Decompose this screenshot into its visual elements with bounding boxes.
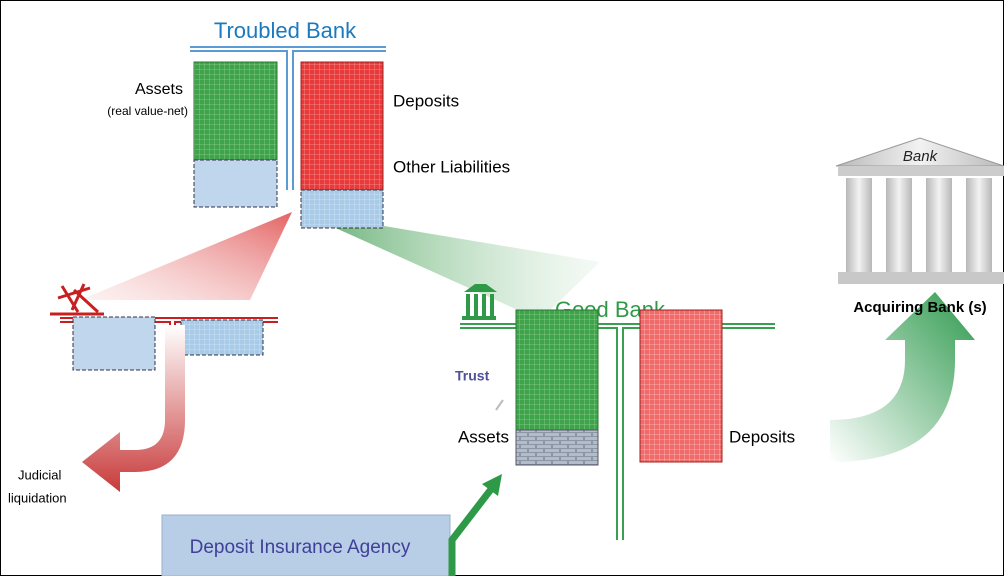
- other-liabilities-box: [301, 190, 383, 228]
- assets-box: [194, 62, 277, 160]
- agency-label: Deposit Insurance Agency: [190, 537, 411, 558]
- liquidation-line: liquidation: [8, 490, 67, 505]
- good-assets-label: Assets: [458, 427, 509, 446]
- deposits-label: Deposits: [393, 91, 459, 110]
- page: Troubled Bank Assets (real value-net) De…: [0, 0, 1004, 576]
- trust-label: Trust: [455, 368, 490, 384]
- liquidation-line: Judicial: [18, 467, 61, 482]
- assets-loss: [194, 160, 277, 207]
- good-assets-box: [516, 310, 598, 430]
- good-deposits-box: [640, 310, 722, 462]
- liq-liab-box: [181, 320, 263, 355]
- liq-assets-box: [73, 317, 155, 370]
- good-deposits-label: Deposits: [729, 427, 795, 446]
- other-liabilities-label: Other Liabilities: [393, 157, 510, 176]
- troubled-title: Troubled Bank: [214, 18, 357, 43]
- acquiring-title: Acquiring Bank (s): [853, 299, 986, 316]
- diagram: Troubled Bank Assets (real value-net) De…: [0, 0, 1004, 576]
- trust-box: [516, 430, 598, 465]
- building-label: Bank: [903, 148, 939, 165]
- deposits-box: [301, 62, 383, 190]
- assets-label: Assets: [135, 81, 183, 98]
- assets-note: (real value-net): [107, 104, 188, 118]
